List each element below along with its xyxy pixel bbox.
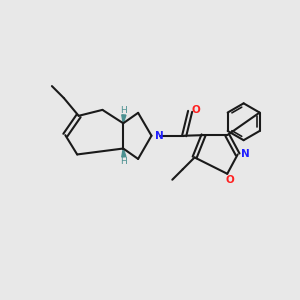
Polygon shape [122,115,126,123]
Text: H: H [121,157,127,166]
Text: H: H [121,106,127,115]
Text: O: O [226,175,235,185]
Text: N: N [154,131,163,141]
Text: N: N [241,149,250,160]
Polygon shape [122,148,126,157]
Text: O: O [191,105,200,115]
